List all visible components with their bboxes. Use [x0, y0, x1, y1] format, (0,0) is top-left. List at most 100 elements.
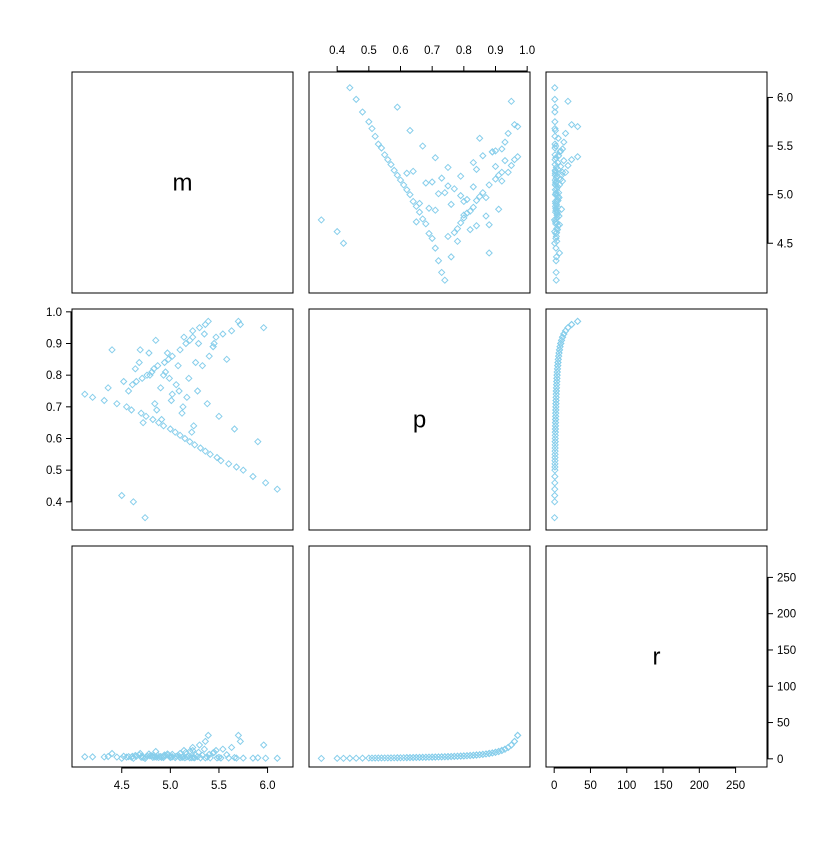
tick-label-left-p: 0.8 — [46, 370, 62, 382]
data-point-p-vs-m — [209, 342, 217, 351]
data-point-r-vs-m — [259, 741, 268, 749]
data-point-m-vs-r — [551, 126, 560, 135]
data-point-r-vs-m — [195, 741, 204, 749]
data-point-p-vs-m — [215, 412, 223, 421]
data-point-m-vs-r — [552, 206, 560, 214]
data-point-r-vs-m — [204, 731, 212, 740]
data-point-r-vs-p — [393, 754, 402, 762]
data-point-r-vs-p — [384, 754, 392, 762]
data-point-p-vs-m — [153, 406, 161, 414]
tick-label-bottom-m: 5.5 — [211, 780, 227, 792]
data-point-p-vs-m — [179, 403, 187, 411]
data-point-p-vs-r — [553, 374, 561, 383]
data-point-r-vs-p — [441, 753, 449, 761]
data-point-m-vs-p — [469, 183, 478, 191]
data-point-m-vs-r — [573, 122, 582, 131]
data-point-p-vs-m — [159, 371, 168, 379]
data-point-r-vs-m — [223, 751, 231, 759]
data-point-m-vs-p — [371, 132, 379, 141]
data-point-m-vs-r — [573, 153, 582, 161]
data-point-p-vs-r — [561, 327, 570, 335]
data-point-m-vs-p — [409, 197, 417, 206]
data-point-p-vs-m — [131, 365, 140, 373]
data-point-p-vs-r — [558, 333, 567, 341]
tick-label-left-p: 0.6 — [46, 434, 62, 446]
tick-label-bottom-r: 150 — [653, 780, 672, 792]
data-point-m-vs-r — [552, 179, 560, 187]
data-point-p-vs-m — [139, 418, 147, 427]
tick-label-bottom-r: 0 — [551, 780, 557, 792]
data-point-p-vs-r — [555, 346, 564, 354]
data-point-p-vs-m — [88, 393, 97, 402]
data-point-m-vs-p — [418, 142, 427, 150]
data-point-m-vs-r — [564, 161, 572, 170]
data-point-p-vs-m — [183, 393, 191, 402]
data-point-p-vs-m — [201, 447, 210, 455]
data-point-m-vs-r — [552, 174, 560, 182]
data-point-m-vs-r — [567, 120, 576, 129]
data-point-p-vs-m — [186, 336, 194, 345]
data-point-p-vs-m — [148, 368, 156, 376]
data-point-r-vs-p — [431, 753, 440, 761]
data-point-r-vs-m — [191, 751, 200, 759]
data-point-m-vs-p — [339, 239, 348, 247]
data-point-p-vs-r — [557, 339, 565, 348]
data-point-p-vs-r — [551, 415, 560, 424]
data-point-m-vs-p — [447, 200, 455, 209]
data-point-r-vs-p — [352, 754, 360, 762]
data-point-m-vs-r — [561, 129, 570, 138]
data-point-m-vs-r — [555, 212, 563, 220]
data-point-r-vs-p — [444, 752, 452, 761]
data-point-p-vs-r — [553, 377, 561, 386]
data-point-p-vs-m — [163, 349, 172, 357]
tick-label-right-m: 5.5 — [777, 141, 793, 153]
data-point-m-vs-p — [456, 172, 465, 180]
data-point-p-vs-r — [550, 498, 559, 506]
data-point-p-vs-m — [142, 412, 150, 421]
data-point-p-vs-m — [254, 437, 262, 446]
data-point-p-vs-m — [167, 396, 176, 405]
data-point-m-vs-r — [554, 134, 562, 142]
data-point-r-vs-m — [139, 753, 147, 762]
data-point-p-vs-m — [141, 513, 149, 522]
tick-label-bottom-r: 250 — [726, 780, 745, 792]
data-point-p-vs-r — [554, 352, 563, 360]
data-point-m-vs-p — [365, 118, 373, 126]
data-point-p-vs-m — [236, 320, 245, 329]
data-point-r-vs-m — [145, 750, 153, 758]
data-point-m-vs-p — [450, 185, 459, 193]
data-point-m-vs-p — [488, 148, 497, 156]
data-point-r-vs-m — [205, 750, 213, 759]
data-point-m-vs-p — [403, 169, 411, 177]
data-point-m-vs-r — [552, 189, 560, 198]
data-point-p-vs-r — [554, 358, 562, 367]
data-point-p-vs-r — [551, 425, 560, 433]
data-point-m-vs-p — [409, 167, 417, 176]
data-point-m-vs-p — [415, 208, 424, 216]
tick-label-left-p: 0.5 — [46, 465, 62, 477]
data-point-m-vs-r — [552, 182, 561, 190]
data-point-r-vs-p — [450, 752, 459, 761]
data-point-m-vs-p — [475, 134, 484, 142]
data-point-m-vs-p — [358, 108, 367, 116]
data-point-p-vs-m — [188, 333, 197, 341]
data-point-m-vs-p — [406, 190, 414, 199]
data-point-p-vs-m — [157, 415, 166, 424]
data-point-p-vs-r — [554, 355, 562, 364]
data-point-r-vs-m — [215, 753, 223, 762]
data-point-r-vs-m — [189, 753, 198, 762]
data-point-p-vs-r — [552, 399, 560, 408]
tick-label-right-r: 100 — [777, 681, 796, 693]
data-point-p-vs-m — [119, 377, 128, 386]
data-point-p-vs-m — [135, 358, 143, 367]
data-point-m-vs-p — [396, 176, 405, 184]
data-point-r-vs-p — [479, 750, 487, 759]
data-point-m-vs-r — [557, 171, 566, 179]
data-point-r-vs-p — [358, 754, 367, 762]
data-point-p-vs-m — [165, 374, 174, 383]
data-point-m-vs-p — [317, 216, 326, 224]
tick-label-right-m: 4.5 — [777, 238, 793, 250]
data-point-p-vs-m — [136, 346, 144, 354]
data-point-r-vs-m — [168, 753, 177, 761]
data-point-r-vs-p — [513, 731, 522, 740]
